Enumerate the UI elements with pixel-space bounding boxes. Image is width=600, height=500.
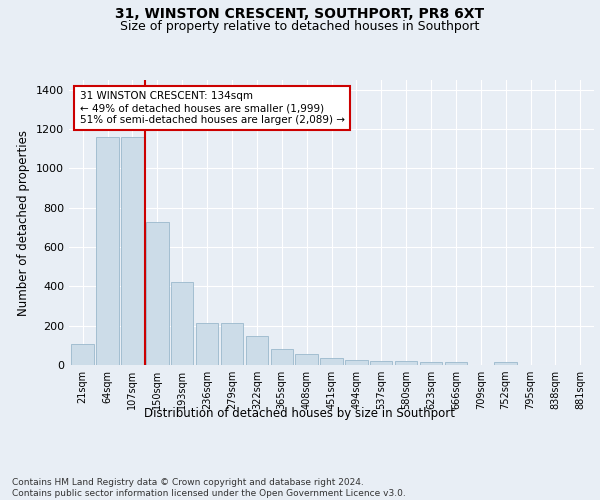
Bar [71,344,94,365]
Bar [445,362,467,365]
Bar [345,360,368,365]
Bar [121,137,143,365]
Bar [271,350,293,365]
Bar [420,362,442,365]
Bar [395,362,418,365]
Bar [196,322,218,365]
Bar [146,222,169,365]
Bar [370,361,392,365]
Text: Size of property relative to detached houses in Southport: Size of property relative to detached ho… [121,20,479,33]
Bar [320,358,343,365]
Text: 31 WINSTON CRESCENT: 134sqm
← 49% of detached houses are smaller (1,999)
51% of : 31 WINSTON CRESCENT: 134sqm ← 49% of det… [79,92,344,124]
Y-axis label: Number of detached properties: Number of detached properties [17,130,31,316]
Bar [245,336,268,365]
Bar [494,362,517,365]
Text: Contains HM Land Registry data © Crown copyright and database right 2024.
Contai: Contains HM Land Registry data © Crown c… [12,478,406,498]
Bar [221,322,243,365]
Text: Distribution of detached houses by size in Southport: Distribution of detached houses by size … [145,408,455,420]
Bar [97,137,119,365]
Text: 31, WINSTON CRESCENT, SOUTHPORT, PR8 6XT: 31, WINSTON CRESCENT, SOUTHPORT, PR8 6XT [115,8,485,22]
Bar [295,354,318,365]
Bar [171,282,193,365]
